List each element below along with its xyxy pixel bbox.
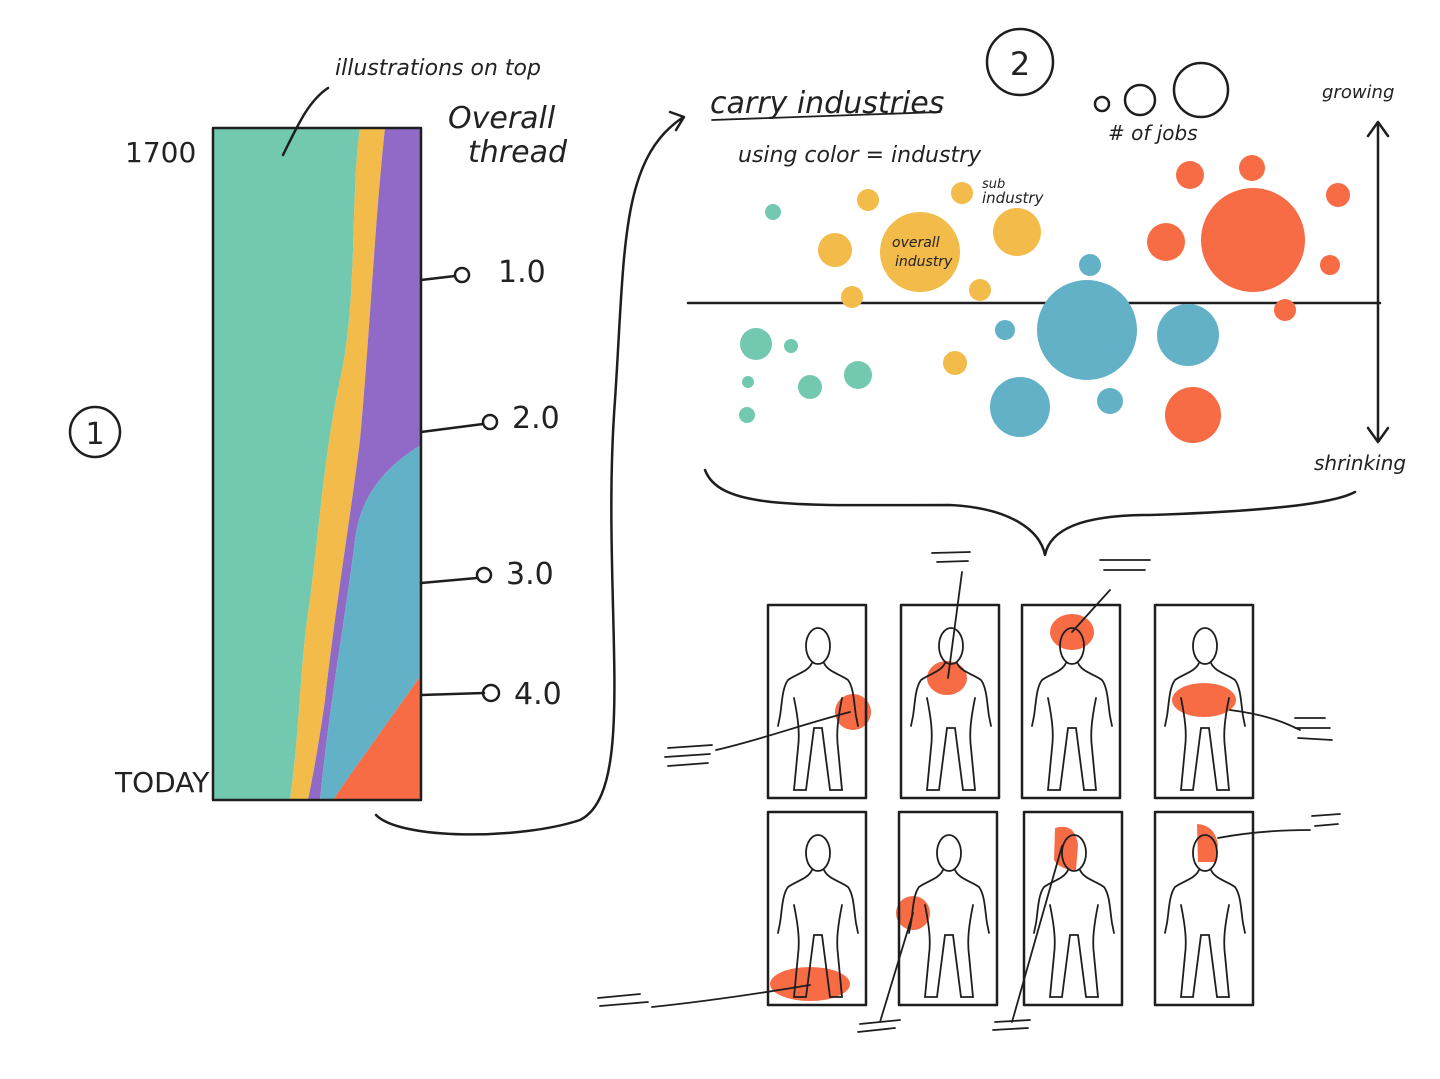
annotation: overall (892, 235, 940, 251)
milestone: 4.0 (514, 677, 562, 712)
title: Overall (448, 101, 556, 136)
size-legend: # of jobs (1108, 121, 1198, 145)
end-label: TODAY (114, 766, 210, 799)
thread-chart (211, 126, 423, 802)
start-label: 1700 (125, 136, 196, 169)
milestone: 2.0 (512, 401, 560, 436)
section-number: 1 (85, 417, 104, 452)
figure-panels (597, 551, 1341, 1033)
annotation: sub (982, 177, 1005, 192)
milestone: 1.0 (498, 255, 546, 290)
milestone: 3.0 (506, 557, 554, 592)
annotation: industry (895, 254, 953, 270)
title: thread (468, 135, 568, 170)
subtitle: using color = industry (738, 143, 982, 168)
section-number: 2 (1010, 45, 1030, 83)
axis-bottom: shrinking (1314, 451, 1406, 475)
annotation: industry (982, 189, 1045, 207)
note: illustrations on top (335, 56, 541, 81)
axis-top: growing (1322, 82, 1394, 103)
milestones (419, 266, 501, 703)
bubbles (739, 155, 1350, 443)
